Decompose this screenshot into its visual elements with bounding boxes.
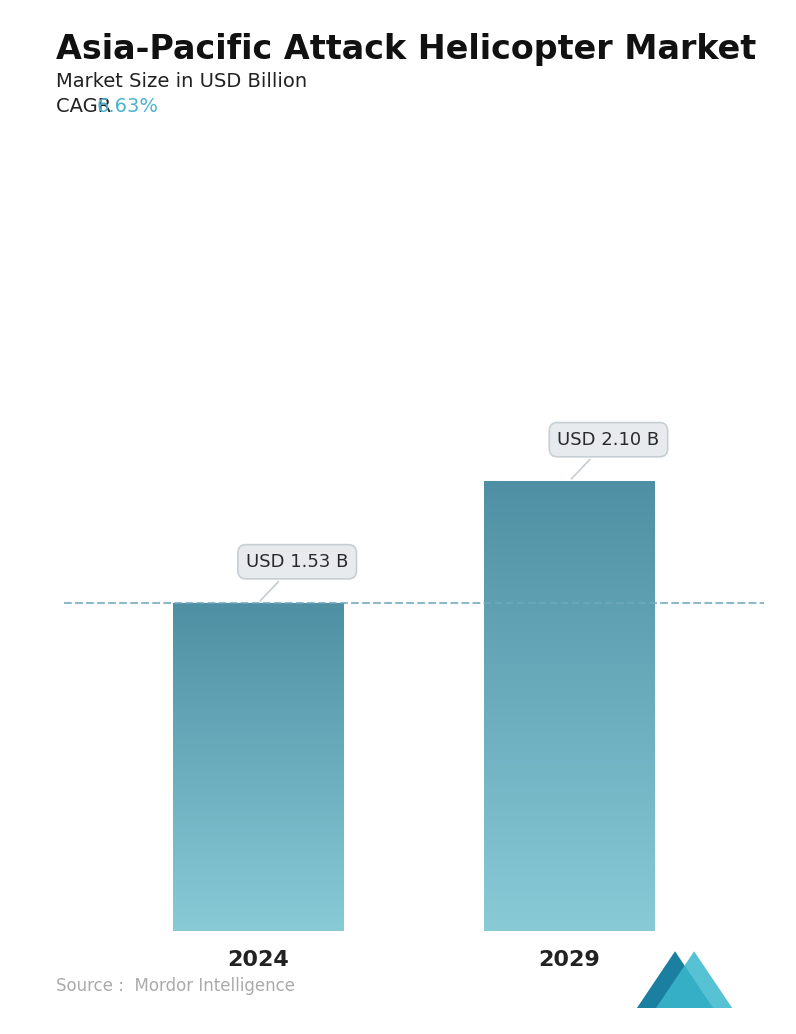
Text: CAGR: CAGR [56, 97, 117, 116]
Text: USD 1.53 B: USD 1.53 B [246, 553, 349, 601]
Text: Source :  Mordor Intelligence: Source : Mordor Intelligence [56, 977, 295, 995]
Text: 6.63%: 6.63% [97, 97, 159, 116]
Polygon shape [637, 951, 713, 1008]
Text: Market Size in USD Billion: Market Size in USD Billion [56, 72, 306, 91]
Text: Asia-Pacific Attack Helicopter Market: Asia-Pacific Attack Helicopter Market [56, 33, 756, 66]
Text: USD 2.10 B: USD 2.10 B [557, 431, 660, 479]
Polygon shape [656, 951, 732, 1008]
